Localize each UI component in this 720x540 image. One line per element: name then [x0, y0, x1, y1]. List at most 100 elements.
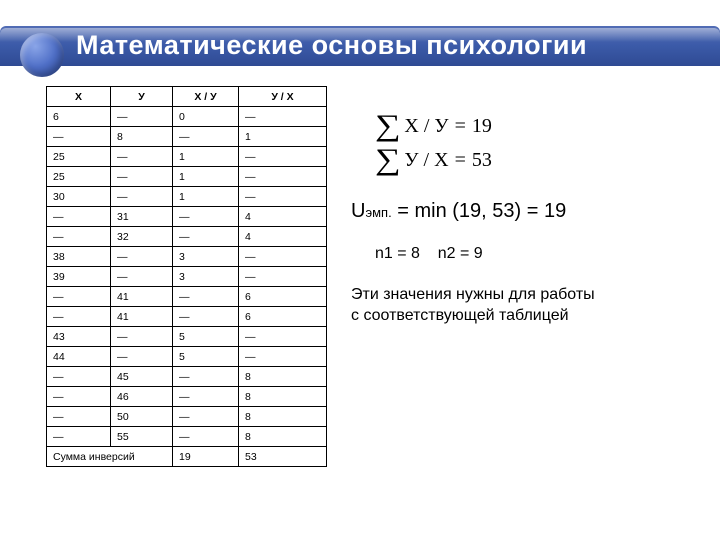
table-cell: 44 — [47, 347, 111, 367]
data-table-container: Х У Х / У У / Х 6—0——8—125—1—25—1—30—1——… — [46, 86, 327, 467]
table-cell: — — [173, 427, 239, 447]
table-cell: — — [111, 167, 173, 187]
table-cell: 5 — [173, 347, 239, 367]
table-row: 43—5— — [47, 327, 327, 347]
page-title: Математические основы психологии — [44, 25, 710, 65]
table-cell: — — [47, 227, 111, 247]
table-row: 30—1— — [47, 187, 327, 207]
sigma-icon: ∑ — [375, 114, 401, 138]
table-cell: — — [111, 147, 173, 167]
table-cell: 41 — [111, 307, 173, 327]
u-statistic-line: Uэмп. = min (19, 53) = 19 — [351, 200, 698, 223]
table-cell: — — [239, 327, 327, 347]
formula-sum-yx: ∑ У / X = 53 — [377, 148, 698, 172]
formula-xy-rhs: 19 — [472, 115, 492, 138]
table-footer-row: Сумма инверсий 19 53 — [47, 447, 327, 467]
formula-yx-lhs: У / X — [404, 149, 448, 172]
table-cell: — — [173, 407, 239, 427]
table-cell: 50 — [111, 407, 173, 427]
table-cell: 30 — [47, 187, 111, 207]
table-cell: — — [47, 427, 111, 447]
col-header-y: У — [111, 87, 173, 107]
table-cell: 3 — [173, 267, 239, 287]
table-cell: — — [173, 127, 239, 147]
footer-sum-xy: 19 — [173, 447, 239, 467]
table-row: —41—6 — [47, 307, 327, 327]
table-cell: — — [47, 307, 111, 327]
content-area: Х У Х / У У / Х 6—0——8—125—1—25—1—30—1——… — [0, 78, 720, 479]
u-label: U — [351, 200, 365, 222]
col-header-yx: У / Х — [239, 87, 327, 107]
table-row: —8—1 — [47, 127, 327, 147]
table-cell: — — [111, 267, 173, 287]
table-row: 25—1— — [47, 147, 327, 167]
table-cell: — — [111, 247, 173, 267]
table-cell: 4 — [239, 207, 327, 227]
table-row: 44—5— — [47, 347, 327, 367]
table-cell: 3 — [173, 247, 239, 267]
table-cell: 25 — [47, 167, 111, 187]
table-cell: 55 — [111, 427, 173, 447]
table-cell: — — [47, 387, 111, 407]
table-cell: — — [239, 247, 327, 267]
table-cell: — — [111, 107, 173, 127]
right-panel: ∑ X / У = 19 ∑ У / X = 53 Uэмп. = min (1… — [351, 86, 698, 467]
table-cell: — — [173, 287, 239, 307]
table-cell: — — [47, 367, 111, 387]
table-cell: — — [111, 347, 173, 367]
table-cell: — — [239, 347, 327, 367]
table-cell: — — [239, 147, 327, 167]
u-subscript: эмп. — [365, 205, 391, 220]
table-cell: 8 — [111, 127, 173, 147]
table-row: —46—8 — [47, 387, 327, 407]
sample-sizes: n1 = 8 n2 = 9 — [375, 245, 698, 263]
table-cell: — — [47, 127, 111, 147]
table-cell: 32 — [111, 227, 173, 247]
table-cell: — — [111, 187, 173, 207]
table-row: 39—3— — [47, 267, 327, 287]
sigma-icon: ∑ — [375, 148, 401, 172]
col-header-xy: Х / У — [173, 87, 239, 107]
table-cell: 1 — [173, 187, 239, 207]
table-cell: 39 — [47, 267, 111, 287]
table-row: —50—8 — [47, 407, 327, 427]
note-text: Эти значения нужны для работы с соответс… — [351, 285, 698, 327]
inversion-table: Х У Х / У У / Х 6—0——8—125—1—25—1—30—1——… — [46, 86, 327, 467]
table-cell: 25 — [47, 147, 111, 167]
table-cell: 4 — [239, 227, 327, 247]
table-cell: 31 — [111, 207, 173, 227]
table-row: 25—1— — [47, 167, 327, 187]
table-cell: 46 — [111, 387, 173, 407]
table-cell: 38 — [47, 247, 111, 267]
table-cell: 5 — [173, 327, 239, 347]
note-line-2: с соответствующей таблицей — [351, 307, 569, 324]
u-expression: = min (19, 53) = 19 — [397, 200, 566, 222]
table-cell: — — [173, 227, 239, 247]
table-cell: 1 — [173, 167, 239, 187]
table-cell: — — [173, 207, 239, 227]
table-cell: 8 — [239, 367, 327, 387]
n2-label: n2 = 9 — [438, 245, 483, 262]
formula-sum-xy: ∑ X / У = 19 — [377, 114, 698, 138]
table-row: 38—3— — [47, 247, 327, 267]
table-cell: 1 — [173, 147, 239, 167]
equals-sign: = — [455, 149, 466, 172]
table-cell: — — [239, 107, 327, 127]
table-row: —55—8 — [47, 427, 327, 447]
table-cell: — — [47, 407, 111, 427]
footer-sum-yx: 53 — [239, 447, 327, 467]
table-cell: — — [239, 267, 327, 287]
table-cell: 8 — [239, 387, 327, 407]
table-cell: 41 — [111, 287, 173, 307]
formula-xy-lhs: X / У — [404, 115, 448, 138]
table-cell: — — [239, 187, 327, 207]
note-line-1: Эти значения нужны для работы — [351, 286, 595, 303]
table-cell: 0 — [173, 107, 239, 127]
table-cell: — — [47, 287, 111, 307]
table-cell: — — [239, 167, 327, 187]
table-row: —32—4 — [47, 227, 327, 247]
col-header-x: Х — [47, 87, 111, 107]
table-cell: — — [173, 387, 239, 407]
n1-label: n1 = 8 — [375, 245, 420, 262]
table-cell: 45 — [111, 367, 173, 387]
